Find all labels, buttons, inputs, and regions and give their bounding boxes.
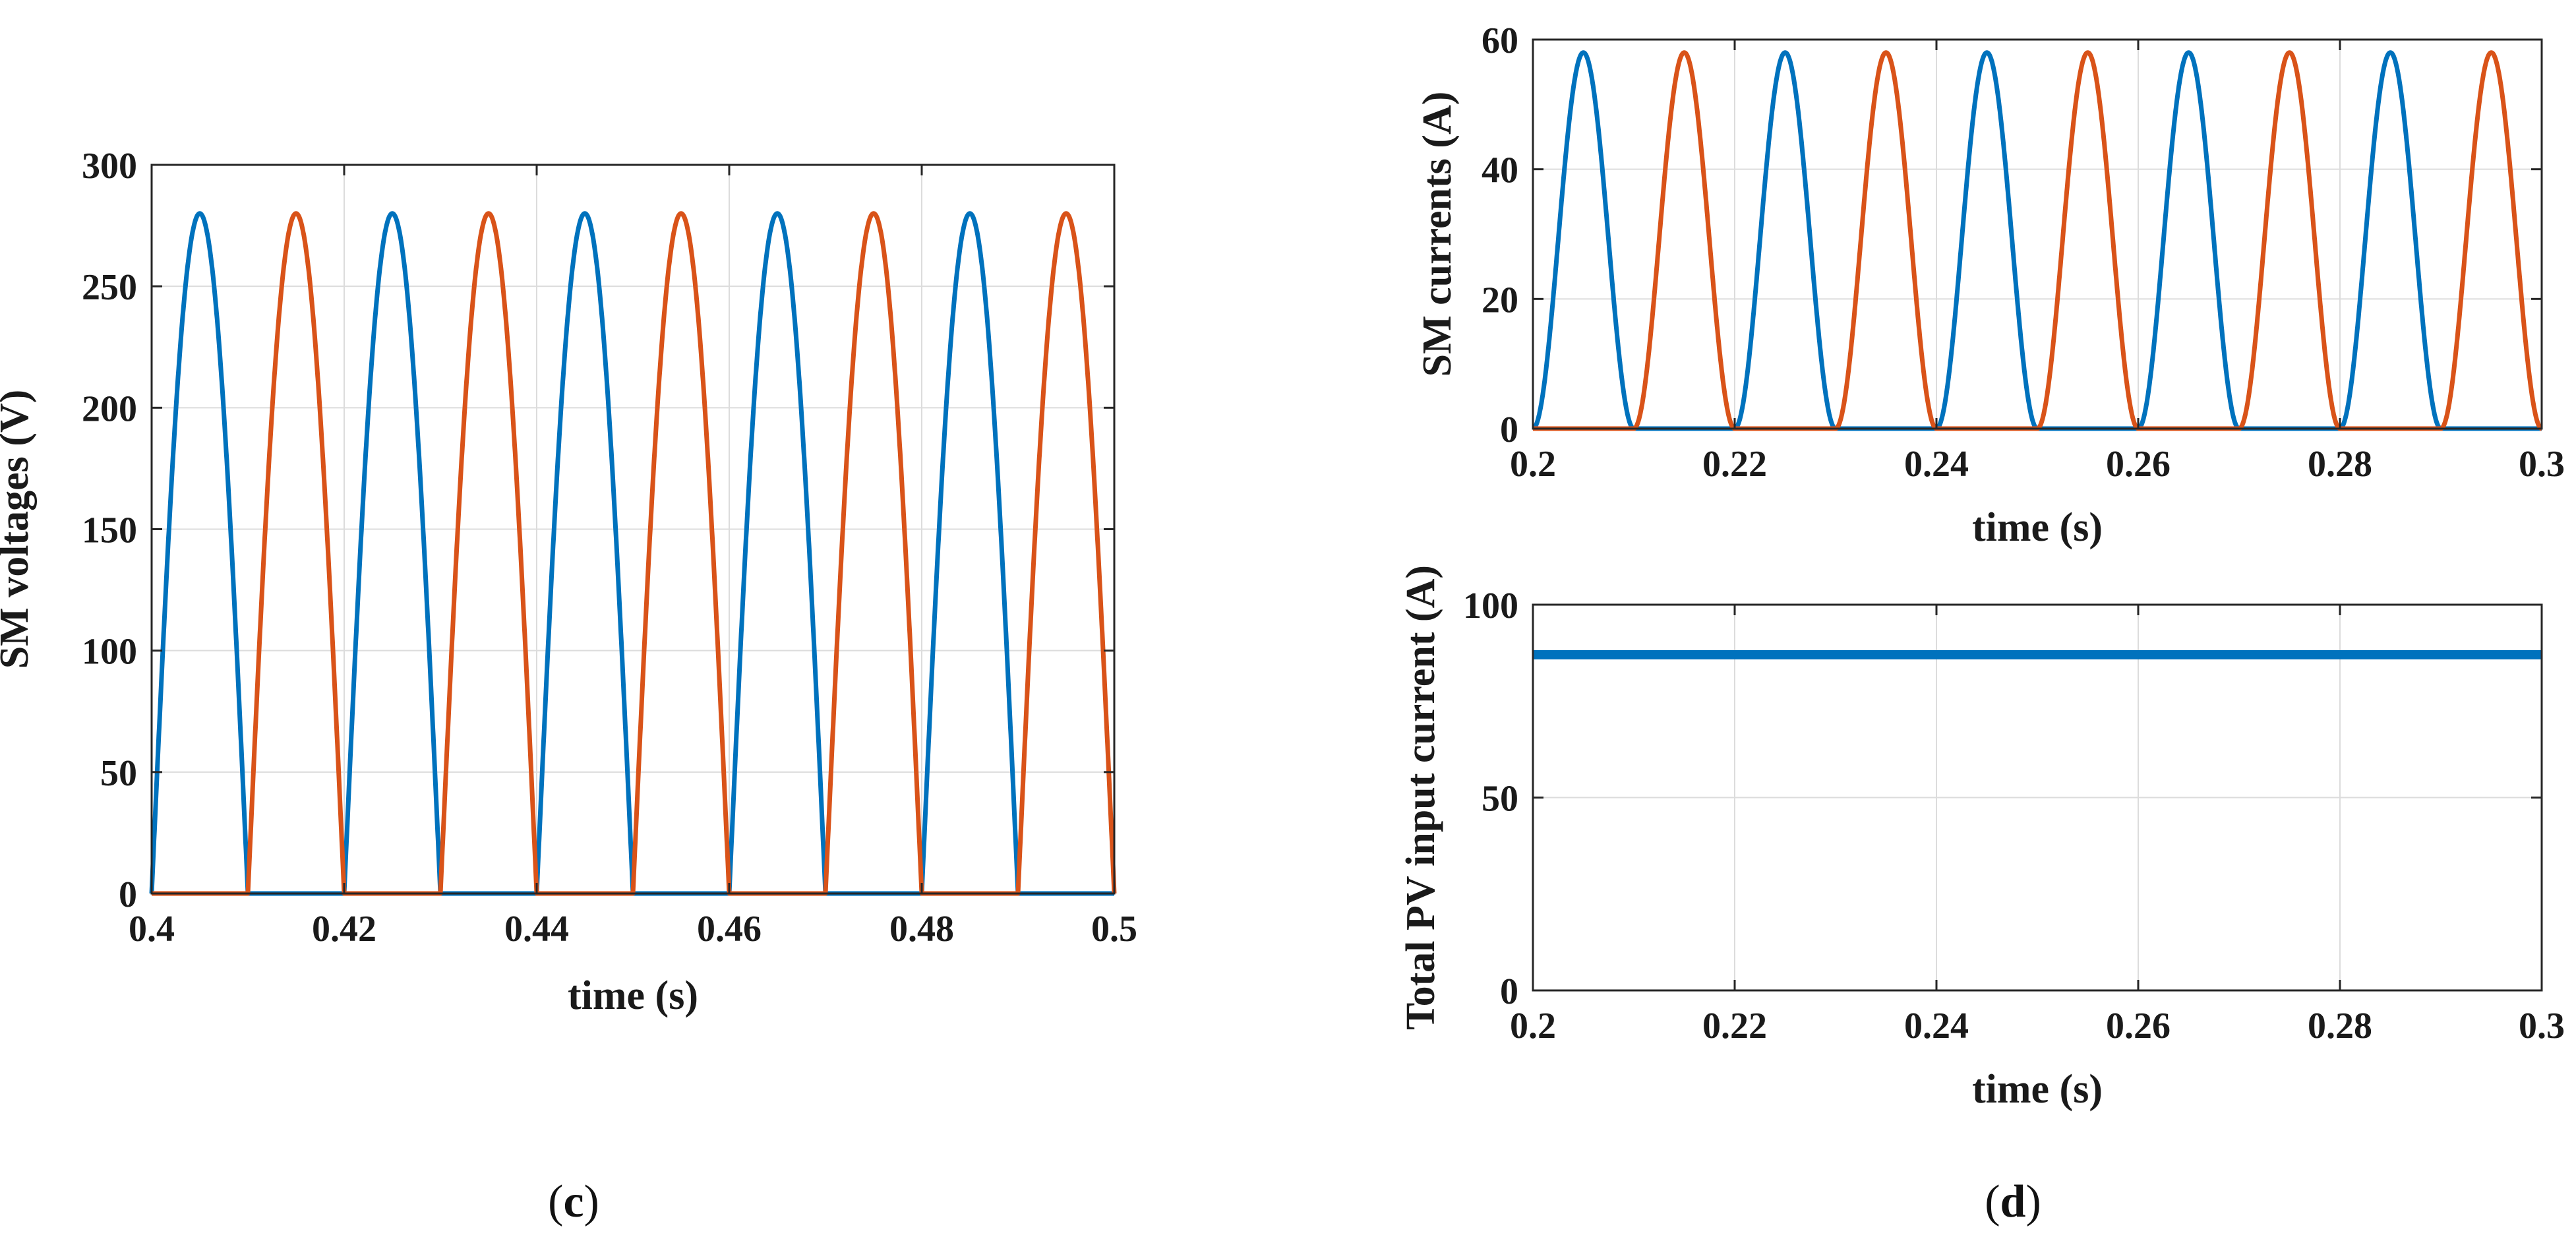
chart-total-pv-input-current: 0.2 0.22 0.24 0.26 0.28 0.3 0 50 100 time (s) Tota… — [1398, 565, 2565, 1112]
x-tick-label: 0.22 — [1702, 444, 1767, 485]
y-tick-label: 60 — [1482, 20, 1518, 61]
y-tick-label: 0 — [1500, 409, 1518, 450]
y-tick-label: 0 — [1500, 971, 1518, 1012]
chart-sm-voltages: 0.4 0.42 0.44 0.46 0.48 0.5 0 50 100 150 200 250 300… — [0, 146, 1137, 1018]
y-tick-label: 20 — [1482, 280, 1518, 320]
y-tick-label: 50 — [1482, 779, 1518, 820]
x-tick-label: 0.3 — [2519, 1006, 2565, 1046]
y-tick-label: 0 — [119, 874, 137, 915]
x-axis-label: time (s) — [568, 973, 698, 1018]
x-tick-label: 0.2 — [1510, 1006, 1556, 1046]
x-tick-label: 0.4 — [129, 909, 175, 950]
plot-frame — [1532, 38, 2543, 430]
x-tick-label: 0.22 — [1702, 1006, 1767, 1046]
y-tick-label: 150 — [82, 510, 137, 551]
y-tick-label: 200 — [82, 388, 137, 429]
x-tick-label: 0.28 — [2308, 1006, 2372, 1046]
y-tick-label: 250 — [82, 267, 137, 308]
x-tick-label: 0.28 — [2308, 444, 2372, 485]
x-tick-label: 0.26 — [2106, 444, 2171, 485]
y-tick-label: 300 — [82, 146, 137, 187]
x-tick-label: 0.46 — [697, 909, 762, 950]
x-tick-label: 0.24 — [1904, 444, 1969, 485]
x-tick-label: 0.24 — [1904, 1006, 1969, 1046]
x-tick-label: 0.48 — [889, 909, 954, 950]
y-tick-label: 100 — [82, 632, 137, 673]
y-axis-label: Total PV input current (A) — [1398, 565, 1443, 1030]
x-tick-label: 0.5 — [1091, 909, 1137, 950]
chart-sm-currents: 0.2 0.22 0.24 0.26 0.28 0.3 0 20 40 60 time (s) SM … — [1415, 20, 2565, 550]
caption-d: (d) — [1985, 1176, 2041, 1227]
x-tick-label: 0.2 — [1510, 444, 1556, 485]
y-axis-label: SM currents (A) — [1415, 92, 1460, 377]
caption-c: (c) — [548, 1176, 599, 1227]
x-tick-label: 0.3 — [2519, 444, 2565, 485]
x-tick-label: 0.44 — [504, 909, 569, 950]
y-tick-label: 50 — [100, 753, 137, 794]
y-axis-label: SM voltages (V) — [0, 390, 37, 669]
y-tick-label: 100 — [1463, 586, 1518, 626]
x-axis-label: time (s) — [1972, 505, 2103, 550]
x-tick-label: 0.26 — [2106, 1006, 2171, 1046]
x-tick-label: 0.42 — [312, 909, 376, 950]
y-tick-label: 40 — [1482, 150, 1518, 191]
x-axis-label: time (s) — [1972, 1067, 2103, 1112]
